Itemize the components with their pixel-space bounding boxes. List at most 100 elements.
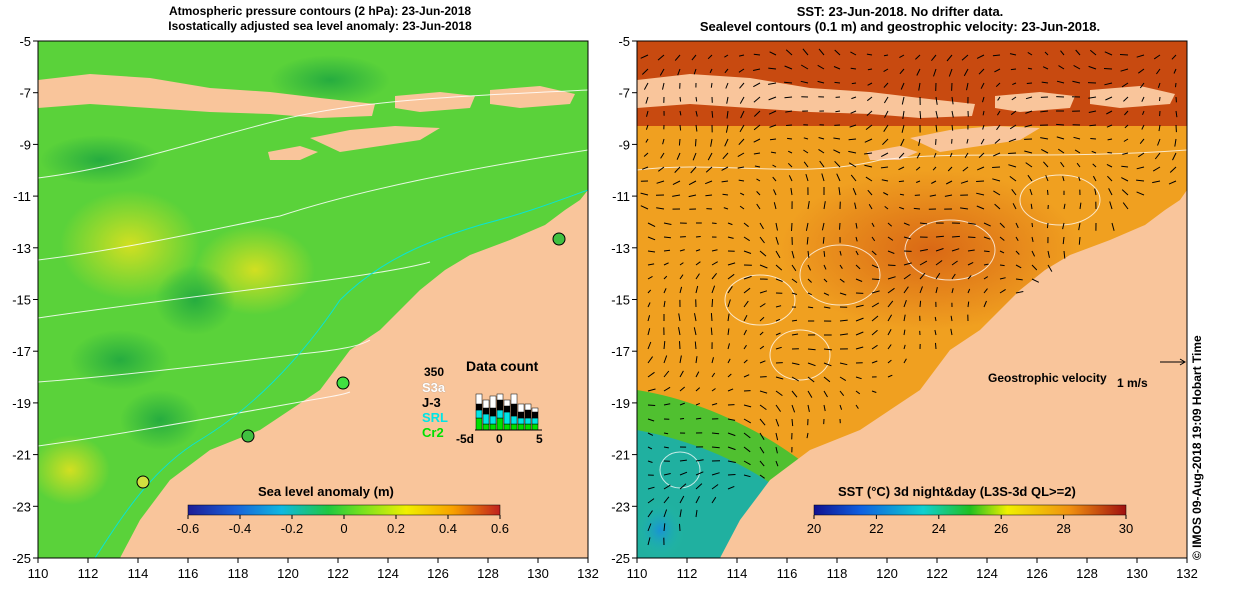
velocity-arrow [919, 286, 923, 294]
velocity-arrow [1090, 138, 1097, 140]
velocity-arrow [753, 96, 761, 103]
velocity-arrow [978, 68, 985, 75]
velocity-arrow [647, 486, 655, 490]
velocity-arrow [785, 49, 793, 56]
velocity-arrow [976, 192, 985, 196]
velocity-arrow [759, 303, 766, 308]
velocity-arrow [645, 138, 649, 143]
velocity-arrow [855, 376, 862, 380]
velocity-arrow [1029, 188, 1033, 196]
velocity-arrow [866, 96, 873, 102]
velocity-arrow [695, 261, 701, 266]
velocity-arrow [679, 370, 684, 378]
velocity-arrow [884, 206, 889, 210]
velocity-arrow [647, 275, 653, 280]
velocity-arrow [695, 356, 698, 364]
velocity-arrow [887, 300, 894, 308]
velocity-arrow [850, 67, 857, 70]
velocity-arrow [647, 432, 654, 436]
velocity-arrow [727, 313, 730, 322]
velocity-arrow [756, 178, 761, 182]
velocity-arrow [663, 432, 669, 435]
velocity-arrow [823, 348, 832, 351]
velocity-arrow [977, 166, 985, 171]
anomaly-low [40, 135, 160, 185]
x-tick-label: 120 [277, 566, 299, 581]
velocity-arrow [1047, 250, 1050, 258]
velocity-arrow [647, 250, 656, 253]
velocity-arrow [787, 150, 793, 154]
velocity-arrow [1088, 65, 1097, 70]
data-count-bar [482, 407, 490, 415]
y-tick-label: -21 [611, 448, 630, 463]
velocity-arrow [916, 180, 921, 183]
velocity-arrow [887, 276, 896, 280]
right-axes: 110 112 114 116 118 120 122 124 126 128 130 132 -5 -7… [611, 34, 1198, 581]
velocity-arrow [1047, 189, 1049, 196]
velocity-arrow [659, 68, 665, 76]
velocity-arrow [951, 235, 960, 238]
colorbar-tick-label: 28 [1056, 521, 1070, 536]
velocity-arrow [663, 386, 671, 392]
velocity-arrow [695, 138, 697, 147]
velocity-arrow [695, 495, 700, 504]
velocity-arrow [880, 152, 889, 158]
velocity-arrow [976, 205, 985, 210]
velocity-arrow [743, 374, 750, 378]
x-tick-label: 116 [178, 566, 199, 581]
tide-gauge-marker[interactable] [136, 475, 150, 489]
velocity-arrow [663, 355, 668, 364]
velocity-arrow [867, 82, 873, 86]
velocity-arrow [738, 68, 745, 73]
velocity-arrow [1079, 202, 1082, 210]
velocity-arrow [871, 315, 879, 322]
island [1090, 86, 1175, 108]
java-island [38, 74, 375, 118]
velocity-arrow [775, 446, 778, 454]
velocity-arrow [1120, 68, 1129, 72]
velocity-arrow [695, 459, 704, 462]
data-count-bar [482, 423, 490, 431]
velocity-arrow [768, 82, 777, 85]
velocity-arrow [679, 110, 682, 116]
velocity-arrow [642, 166, 649, 170]
velocity-arrow [775, 222, 778, 231]
velocity-arrow [964, 152, 969, 159]
velocity-arrow [695, 236, 701, 238]
velocity-arrow [1012, 203, 1017, 210]
tide-gauge-marker[interactable] [552, 232, 566, 246]
velocity-arrow [775, 346, 782, 350]
anomaly-low [155, 265, 235, 335]
velocity-arrow [663, 236, 671, 239]
y-tick-label: -21 [12, 448, 31, 463]
left-title-line1: Atmospheric pressure contours (2 hPa): 2… [168, 4, 472, 18]
tide-gauge-marker[interactable] [241, 429, 255, 443]
velocity-arrow [695, 417, 702, 420]
velocity-arrow [933, 68, 937, 77]
velocity-arrow [672, 180, 681, 186]
colorbar-tick-label: 26 [994, 521, 1008, 536]
velocity-arrow [807, 278, 812, 283]
velocity-arrow [966, 82, 969, 91]
velocity-arrow [768, 96, 777, 101]
credit-text: © IMOS 09-Aug-2018 19:09 Hobart Time [1190, 335, 1204, 560]
velocity-arrow [709, 68, 713, 74]
velocity-arrow [662, 82, 665, 90]
velocity-arrow [768, 67, 777, 70]
velocity-arrow [759, 316, 765, 322]
velocity-arrow [695, 273, 700, 280]
velocity-arrow [823, 376, 831, 383]
sla-colorbar-label: Sea level anomaly (m) [258, 484, 394, 499]
velocity-arrow [1027, 67, 1033, 70]
velocity-arrow [867, 68, 873, 71]
velocity-arrow [727, 358, 731, 364]
velocity-arrow [902, 110, 905, 119]
velocity-arrow [945, 180, 953, 185]
velocity-arrow [1091, 150, 1097, 154]
tide-gauge-marker[interactable] [336, 376, 350, 390]
velocity-arrow [1009, 175, 1017, 182]
velocity-arrow [1056, 136, 1065, 140]
sst-land [637, 74, 1187, 558]
velocity-arrow [916, 68, 921, 76]
velocity-arrow [647, 498, 655, 504]
